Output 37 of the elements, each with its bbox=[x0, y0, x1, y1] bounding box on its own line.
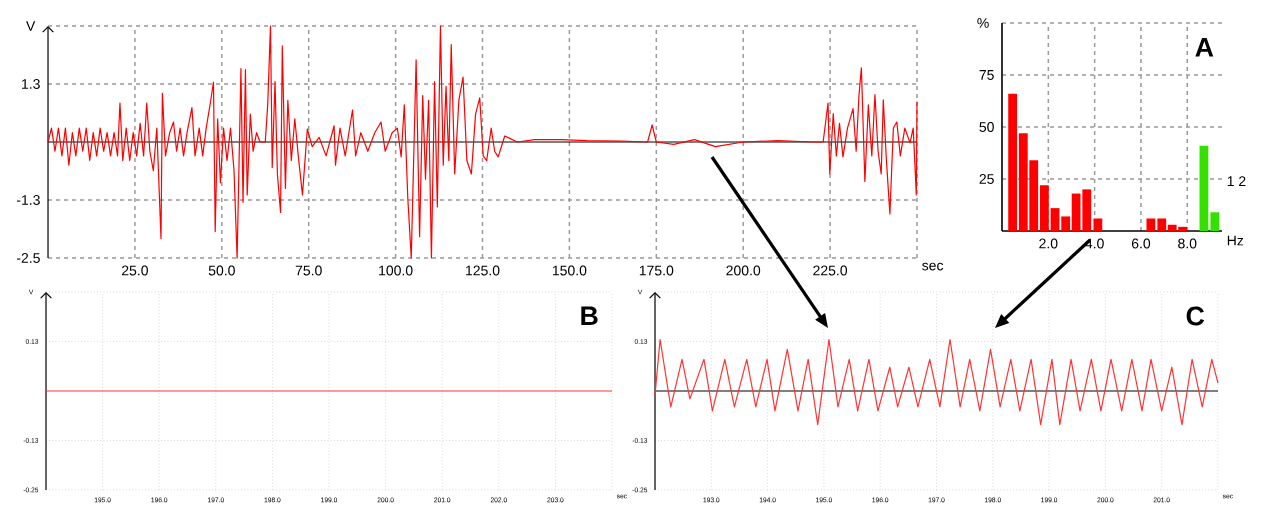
text: 1 2 bbox=[1227, 176, 1246, 186]
bar bbox=[1008, 93, 1018, 231]
x-tick-label: 150.0 bbox=[552, 265, 587, 276]
x-axis-title: sec bbox=[922, 262, 944, 271]
line-series bbox=[654, 338, 1219, 426]
x-tick-label: 6.0 bbox=[1131, 238, 1151, 249]
bar bbox=[1050, 208, 1060, 231]
chart-title: B bbox=[581, 306, 598, 325]
y-tick-label: -1.3 bbox=[16, 195, 40, 205]
x-tick-label: 25.0 bbox=[122, 265, 148, 276]
bar bbox=[1093, 218, 1103, 231]
chart-title: A bbox=[1195, 38, 1214, 57]
x-tick-label: 100.0 bbox=[379, 265, 413, 276]
y-axis-title: V bbox=[26, 21, 36, 31]
bar bbox=[1210, 212, 1220, 231]
x-tick-label: 75.0 bbox=[295, 265, 322, 276]
y-tick-label: 25 bbox=[979, 174, 994, 184]
bar bbox=[1061, 216, 1071, 231]
x-tick-label: 200.0 bbox=[726, 265, 761, 276]
y-tick-label: -2.5 bbox=[16, 253, 40, 263]
bar bbox=[1039, 185, 1049, 231]
bar bbox=[1199, 145, 1209, 231]
x-tick-label: 50.0 bbox=[208, 265, 235, 276]
y-tick-label: 1.3 bbox=[22, 79, 40, 89]
chart-title: C bbox=[1186, 306, 1205, 326]
x-tick-label: 125.0 bbox=[466, 265, 500, 276]
line-series bbox=[47, 25, 918, 259]
y-axis-title: % bbox=[977, 18, 989, 28]
bar bbox=[1157, 218, 1167, 231]
x-tick-label: 225.0 bbox=[813, 265, 848, 276]
y-tick-label: 50 bbox=[979, 122, 994, 132]
y-tick-label: 75 bbox=[979, 70, 994, 80]
x-axis-title: Hz bbox=[1227, 235, 1244, 246]
x-tick-label: 175.0 bbox=[639, 265, 674, 276]
bar bbox=[1146, 218, 1156, 231]
x-tick-label: 8.0 bbox=[1178, 238, 1197, 249]
x-tick-label: 2.0 bbox=[1039, 238, 1058, 249]
